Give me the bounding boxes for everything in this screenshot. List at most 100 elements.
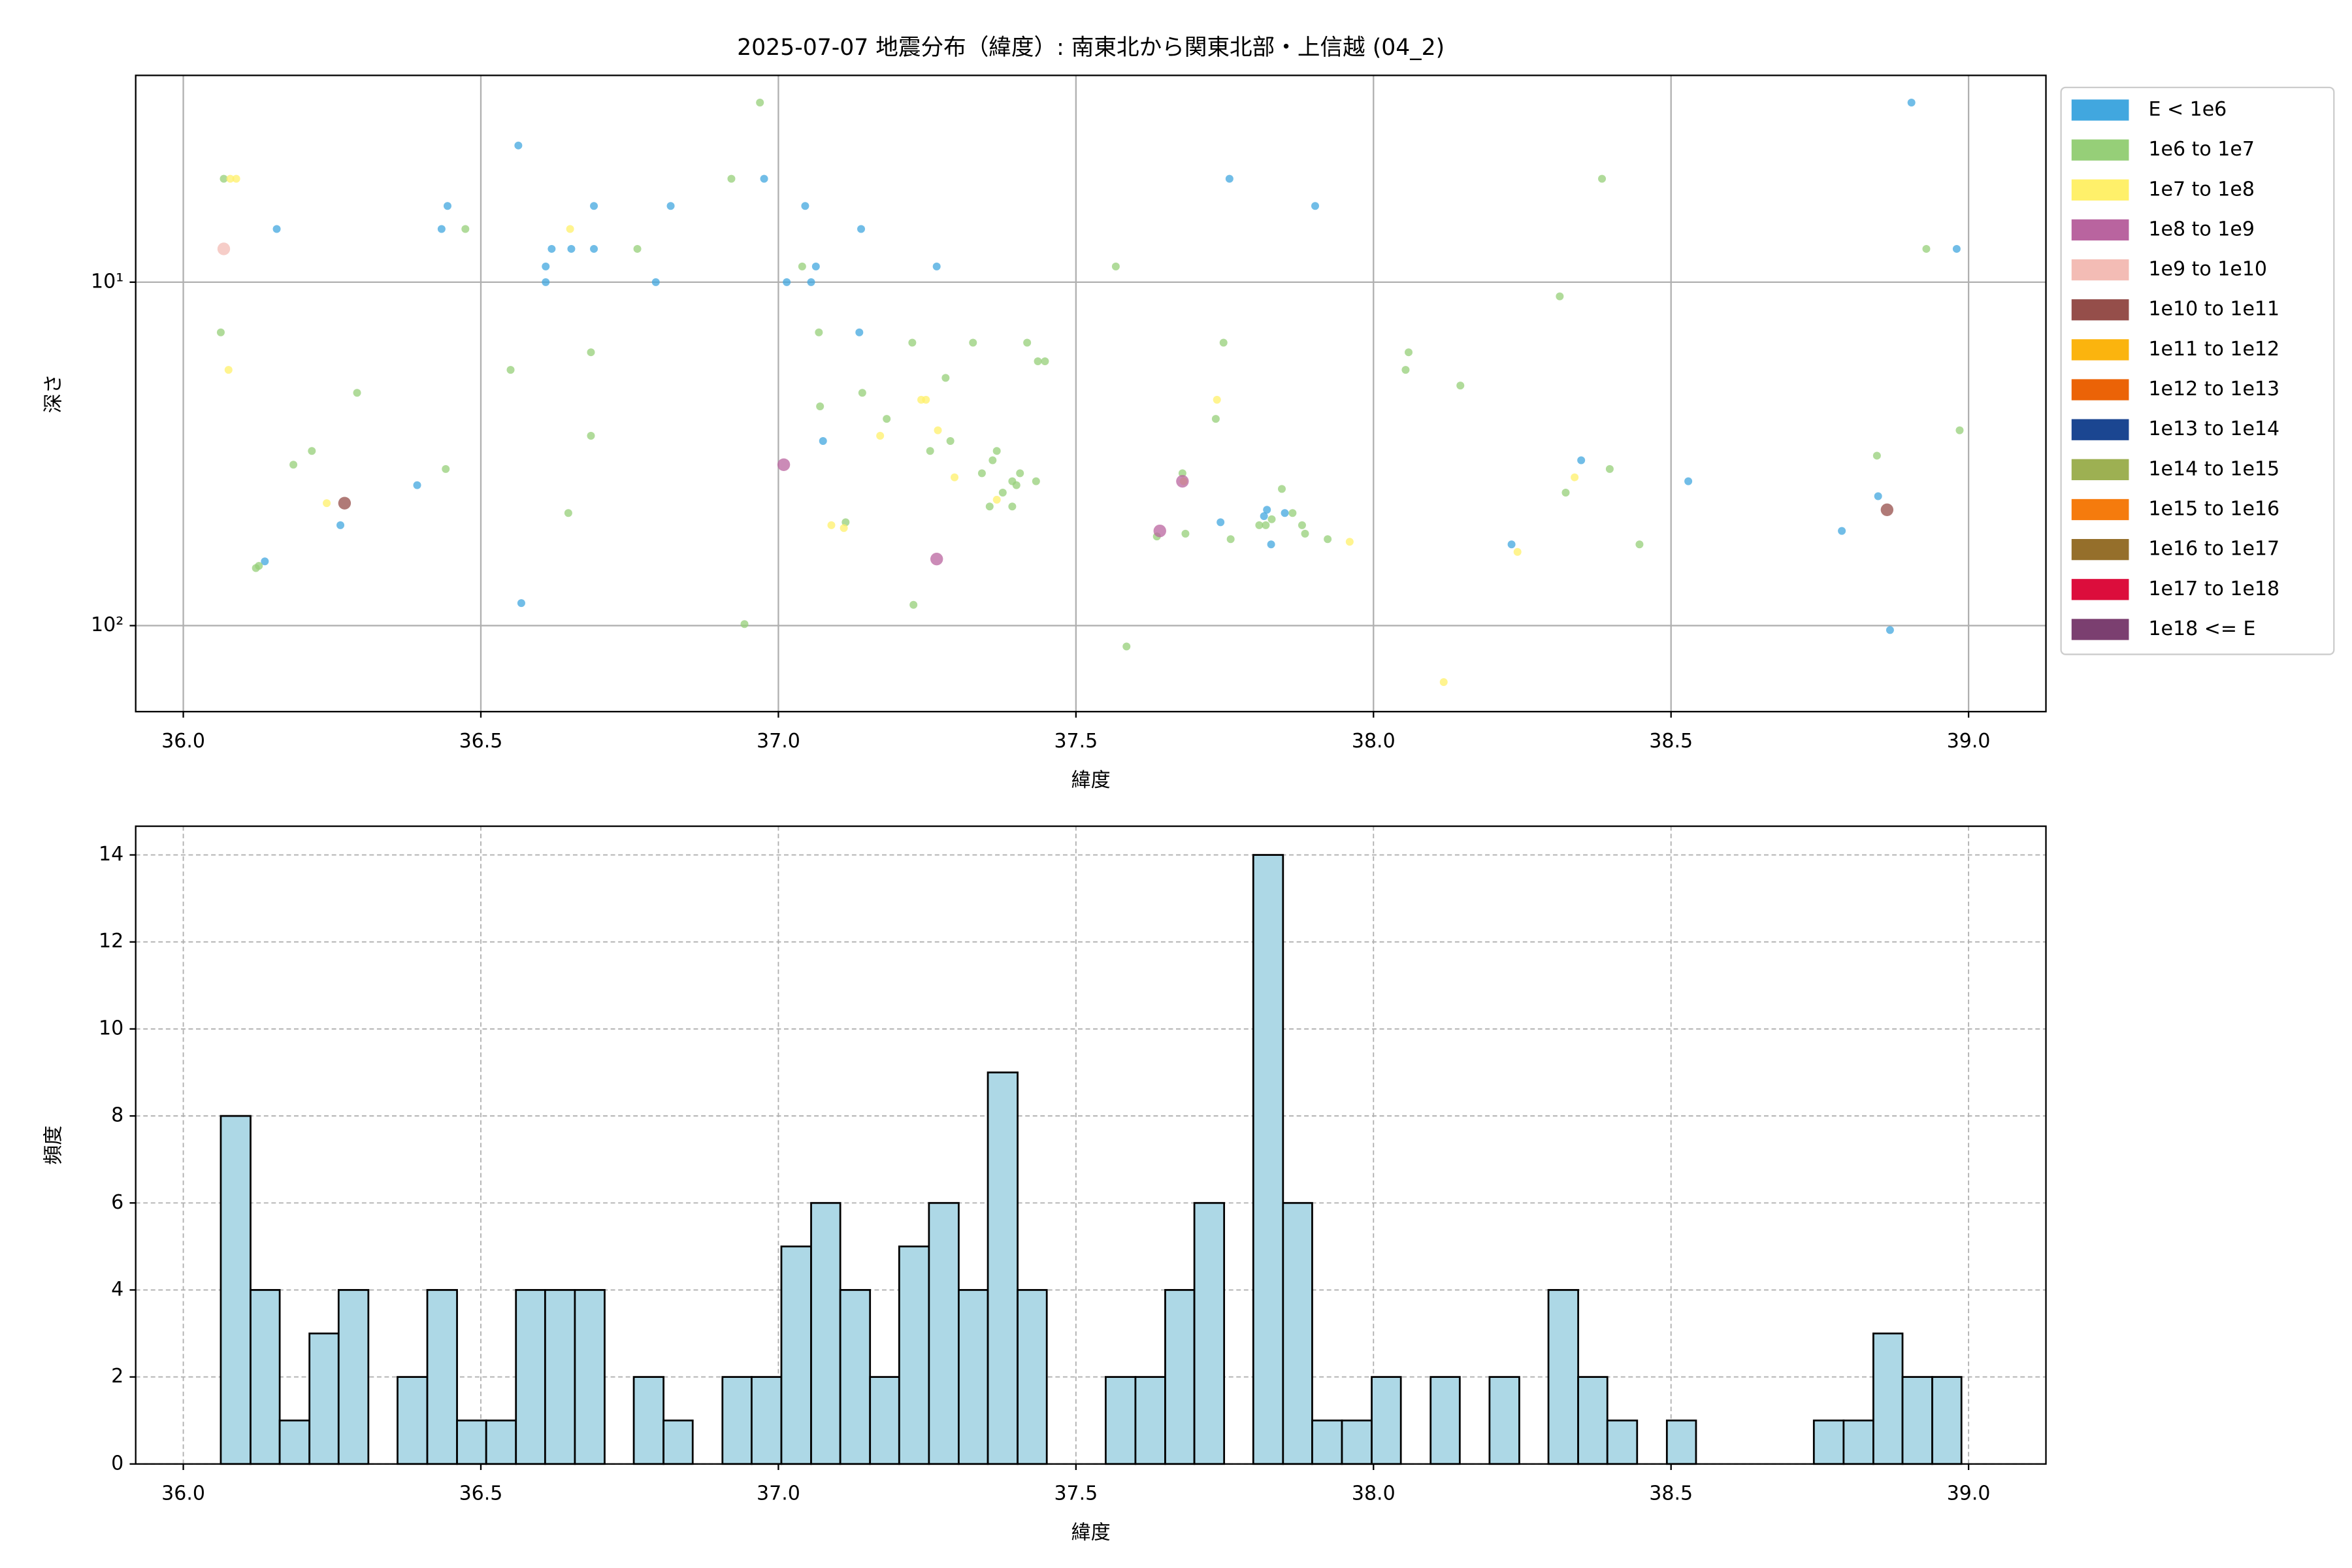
legend-swatch xyxy=(2071,619,2129,640)
data-point xyxy=(1034,357,1042,366)
legend-swatch xyxy=(2071,419,2129,440)
hist-bar xyxy=(308,1332,340,1465)
legend-swatch xyxy=(2071,99,2129,121)
legend-label: 1e17 to 1e18 xyxy=(2148,578,2279,600)
data-point xyxy=(413,481,421,489)
hist-bar xyxy=(1931,1376,1963,1465)
hist-bar xyxy=(485,1419,517,1465)
x-tick-label: 39.0 xyxy=(1947,1482,1991,1505)
data-point xyxy=(934,426,942,434)
data-point xyxy=(1278,485,1286,493)
data-point xyxy=(1267,515,1276,523)
data-point xyxy=(590,202,598,210)
legend-label: 1e12 to 1e13 xyxy=(2148,378,2279,400)
data-point xyxy=(811,262,820,270)
data-point xyxy=(564,509,572,517)
hist-bar xyxy=(662,1419,694,1465)
legend-label: 1e11 to 1e12 xyxy=(2148,338,2279,361)
data-point xyxy=(1507,540,1516,549)
data-point xyxy=(587,431,595,440)
data-point xyxy=(1907,99,1916,107)
data-point xyxy=(437,225,446,233)
legend-swatch xyxy=(2071,299,2129,321)
data-point xyxy=(506,366,515,374)
y-tick-label: 6 xyxy=(111,1191,123,1214)
data-point xyxy=(1684,477,1693,485)
data-point xyxy=(807,278,815,286)
data-point xyxy=(1952,244,1961,253)
legend-swatch xyxy=(2071,379,2129,400)
hist-bar xyxy=(928,1201,960,1465)
data-point xyxy=(289,461,298,469)
legend-label: 1e13 to 1e14 xyxy=(2148,417,2279,440)
data-point xyxy=(1345,538,1354,546)
data-point xyxy=(777,458,791,471)
data-point xyxy=(1262,521,1270,529)
data-point xyxy=(338,497,351,510)
hist-bar xyxy=(1665,1419,1697,1465)
x-tick-label: 36.5 xyxy=(459,1482,503,1505)
data-point xyxy=(819,436,827,445)
x-tick-label: 37.0 xyxy=(757,730,800,753)
data-point xyxy=(666,202,675,210)
data-point xyxy=(1405,348,1413,357)
legend-label: 1e18 <= E xyxy=(2148,617,2255,640)
data-point xyxy=(1263,506,1271,514)
data-point xyxy=(1324,535,1332,544)
data-point xyxy=(783,278,791,286)
data-point xyxy=(1226,535,1235,544)
y-axis-label: 深さ xyxy=(42,374,65,413)
data-point xyxy=(1872,451,1881,460)
data-point xyxy=(1513,547,1522,556)
data-point xyxy=(1211,415,1220,423)
data-point xyxy=(941,374,950,382)
data-point xyxy=(514,141,523,150)
data-point xyxy=(998,489,1007,497)
y-tick-label: 14 xyxy=(99,843,123,866)
data-point xyxy=(224,366,233,374)
hist-bar xyxy=(574,1289,606,1465)
data-point xyxy=(1219,338,1228,347)
x-axis-label: 緯度 xyxy=(1071,769,1111,792)
data-point xyxy=(930,553,943,566)
data-point xyxy=(760,174,768,183)
legend-swatch xyxy=(2071,498,2129,521)
data-point xyxy=(272,225,281,233)
legend-label: 1e10 to 1e11 xyxy=(2148,298,2279,321)
data-point xyxy=(1281,509,1289,517)
hist-bar xyxy=(278,1419,311,1465)
data-point xyxy=(308,447,316,455)
data-point xyxy=(1288,509,1297,517)
data-point xyxy=(1635,540,1644,549)
data-point xyxy=(876,431,885,440)
x-tick-label: 38.5 xyxy=(1649,730,1693,753)
data-point xyxy=(547,244,556,253)
hist-bar xyxy=(1872,1332,1904,1465)
x-tick-label: 39.0 xyxy=(1947,730,1991,753)
data-point xyxy=(1401,366,1410,374)
data-point xyxy=(517,599,525,608)
data-point xyxy=(756,99,764,107)
data-point xyxy=(1217,518,1225,527)
hist-bar xyxy=(1812,1419,1845,1465)
hist-bar xyxy=(220,1115,252,1465)
hist-bar xyxy=(1193,1201,1226,1465)
x-tick-label: 36.0 xyxy=(161,730,205,753)
legend-swatch xyxy=(2071,139,2129,161)
data-point xyxy=(909,600,918,609)
data-point xyxy=(1225,174,1233,183)
data-point xyxy=(1886,626,1894,634)
data-point xyxy=(216,328,225,336)
hist-bar xyxy=(515,1289,546,1465)
data-point xyxy=(1016,469,1024,478)
data-point xyxy=(255,562,263,570)
legend-swatch xyxy=(2071,339,2129,361)
data-point xyxy=(590,244,598,253)
data-point xyxy=(977,469,986,478)
data-point xyxy=(926,447,934,455)
data-point xyxy=(336,521,345,529)
x-tick-label: 38.0 xyxy=(1352,1482,1396,1505)
data-point xyxy=(566,225,574,233)
data-point xyxy=(1922,244,1931,253)
